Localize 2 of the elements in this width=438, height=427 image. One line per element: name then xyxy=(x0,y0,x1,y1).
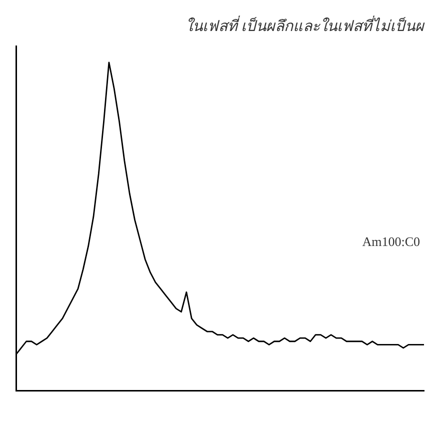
annotation: Am100:C0 xyxy=(362,234,420,249)
chart-title: ในเฟสที่ เป็นผลึกและในเฟสที่ไม่เป็นผ xyxy=(185,14,425,35)
